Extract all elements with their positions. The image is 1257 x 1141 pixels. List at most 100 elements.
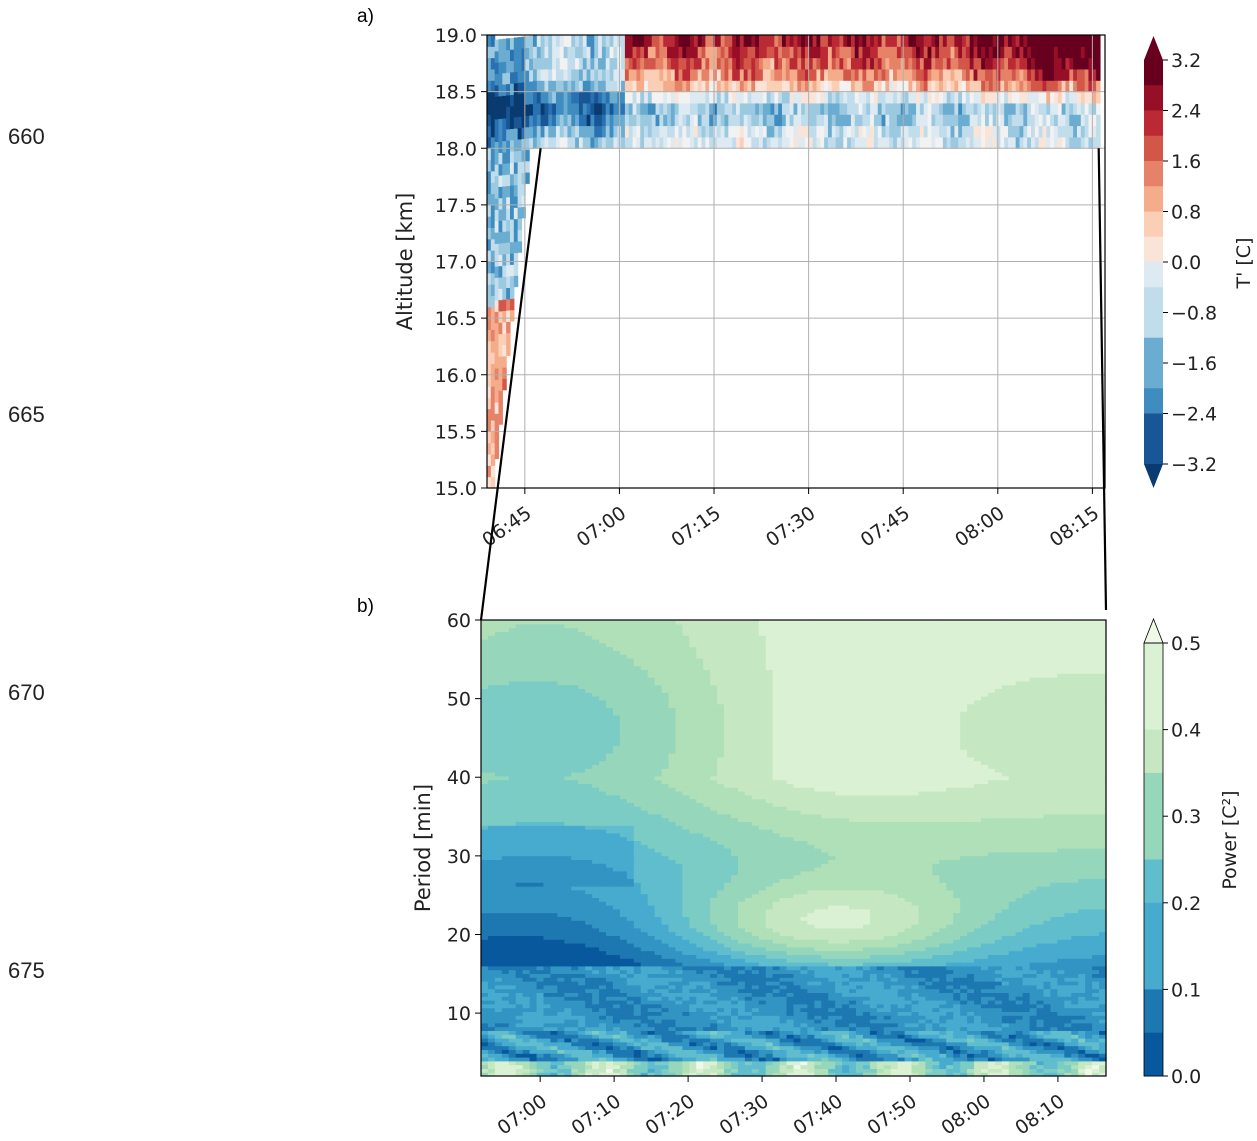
- heatmap-cell: [1000, 114, 1005, 127]
- heatmap-cell: [494, 402, 500, 414]
- heatmap-cell: [536, 943, 545, 948]
- heatmap-cell: [747, 114, 752, 127]
- heatmap-cell: [592, 844, 600, 849]
- heatmap-cell: [522, 699, 531, 705]
- heatmap-cell: [977, 46, 982, 59]
- heatmap-cell: [481, 825, 489, 830]
- heatmap-cell: [654, 1068, 663, 1073]
- heatmap-cell: [716, 68, 722, 81]
- heatmap-cell: [515, 901, 524, 906]
- heatmap-cell: [743, 57, 749, 70]
- heatmap-cell: [564, 768, 572, 773]
- heatmap-cell: [670, 125, 676, 138]
- heatmap-cell: [736, 80, 741, 93]
- heatmap-cell: [515, 962, 524, 967]
- heatmap-cell: [626, 654, 635, 659]
- heatmap-cell: [571, 1026, 579, 1031]
- heatmap-cell: [550, 753, 558, 758]
- heatmap-cell: [881, 91, 887, 104]
- heatmap-cell: [532, 102, 538, 115]
- heatmap-cell: [626, 623, 635, 629]
- heatmap-cell: [564, 851, 572, 857]
- heatmap-cell: [481, 1003, 489, 1009]
- heatmap-cell: [494, 1011, 503, 1016]
- heatmap-cell: [508, 969, 517, 974]
- heatmap-cell: [494, 734, 503, 739]
- heatmap-cell: [1061, 57, 1067, 70]
- heatmap-cell: [585, 916, 593, 921]
- heatmap-cell: [564, 920, 572, 925]
- heatmap-cell: [827, 114, 833, 127]
- heatmap-cell: [858, 68, 864, 81]
- heatmap-cell: [628, 80, 634, 93]
- heatmap-cell: [592, 870, 600, 876]
- heatmap-cell: [931, 136, 936, 149]
- heatmap-cell: [501, 988, 510, 993]
- heatmap-cell: [633, 810, 642, 815]
- heatmap-cell: [1027, 125, 1032, 138]
- heatmap-cell: [571, 684, 579, 689]
- heatmap-cell: [515, 631, 524, 636]
- heatmap-cell: [716, 35, 722, 47]
- heatmap-cell: [550, 977, 558, 982]
- heatmap-cell: [647, 973, 656, 978]
- heatmap-cell: [758, 114, 764, 127]
- heatmap-cell: [633, 901, 642, 906]
- heatmap-cell: [487, 737, 496, 743]
- heatmap-cell: [1015, 114, 1021, 127]
- heatmap-cell: [606, 981, 614, 986]
- heatmap-cell: [619, 836, 628, 841]
- heatmap-cell: [654, 832, 663, 838]
- heatmap-cell: [571, 901, 579, 906]
- heatmap-cell: [578, 1060, 586, 1066]
- heatmap-cell: [578, 882, 586, 887]
- heatmap-cell: [606, 779, 614, 784]
- heatmap-cell: [619, 832, 628, 838]
- heatmap-cell: [522, 684, 531, 689]
- heatmap-cell: [481, 996, 489, 1001]
- heatmap-cell: [626, 1064, 635, 1069]
- heatmap-cell: [599, 851, 607, 857]
- heatmap-cell: [571, 102, 576, 115]
- heatmap-cell: [599, 718, 607, 724]
- heatmap-cell: [1080, 57, 1086, 70]
- heatmap-cell: [585, 836, 593, 841]
- heatmap-cell: [555, 125, 561, 138]
- heatmap-cell: [494, 905, 503, 910]
- heatmap-cell: [592, 1068, 600, 1073]
- heatmap-cell: [619, 1015, 628, 1020]
- heatmap-cell: [1030, 46, 1036, 59]
- heatmap-cell: [626, 639, 635, 644]
- heatmap-cell: [619, 726, 628, 731]
- heatmap-cell: [515, 878, 524, 883]
- heatmap-cell: [494, 916, 503, 921]
- heatmap-cell: [481, 973, 489, 978]
- heatmap-cell: [619, 897, 628, 902]
- heatmap-cell: [543, 715, 552, 720]
- heatmap-cell: [506, 174, 511, 187]
- heatmap-cell: [481, 783, 489, 788]
- heatmap-cell: [592, 779, 600, 784]
- heatmap-cell: [515, 817, 524, 822]
- heatmap-cell: [522, 1038, 531, 1043]
- heatmap-cell: [508, 897, 517, 902]
- heatmap-cell: [1023, 68, 1028, 81]
- heatmap-cell: [690, 91, 695, 104]
- heatmap-cell: [778, 91, 783, 104]
- heatmap-cell: [592, 715, 600, 720]
- heatmap-cell: [501, 912, 510, 917]
- heatmap-cell: [529, 825, 538, 830]
- heatmap-cell: [804, 125, 810, 138]
- heatmap-cell: [1065, 91, 1070, 104]
- heatmap-cell: [571, 734, 579, 739]
- heatmap-cell: [494, 684, 503, 689]
- heatmap-cell: [550, 935, 558, 940]
- heatmap-cell: [543, 673, 552, 678]
- heatmap-cell: [1042, 80, 1047, 93]
- heatmap-cell: [506, 83, 511, 96]
- heatmap-cell: [599, 1022, 607, 1028]
- heatmap-cell: [619, 920, 628, 925]
- heatmap-cell: [585, 802, 593, 807]
- heatmap-cell: [633, 661, 642, 667]
- heatmap-cell: [529, 1015, 538, 1020]
